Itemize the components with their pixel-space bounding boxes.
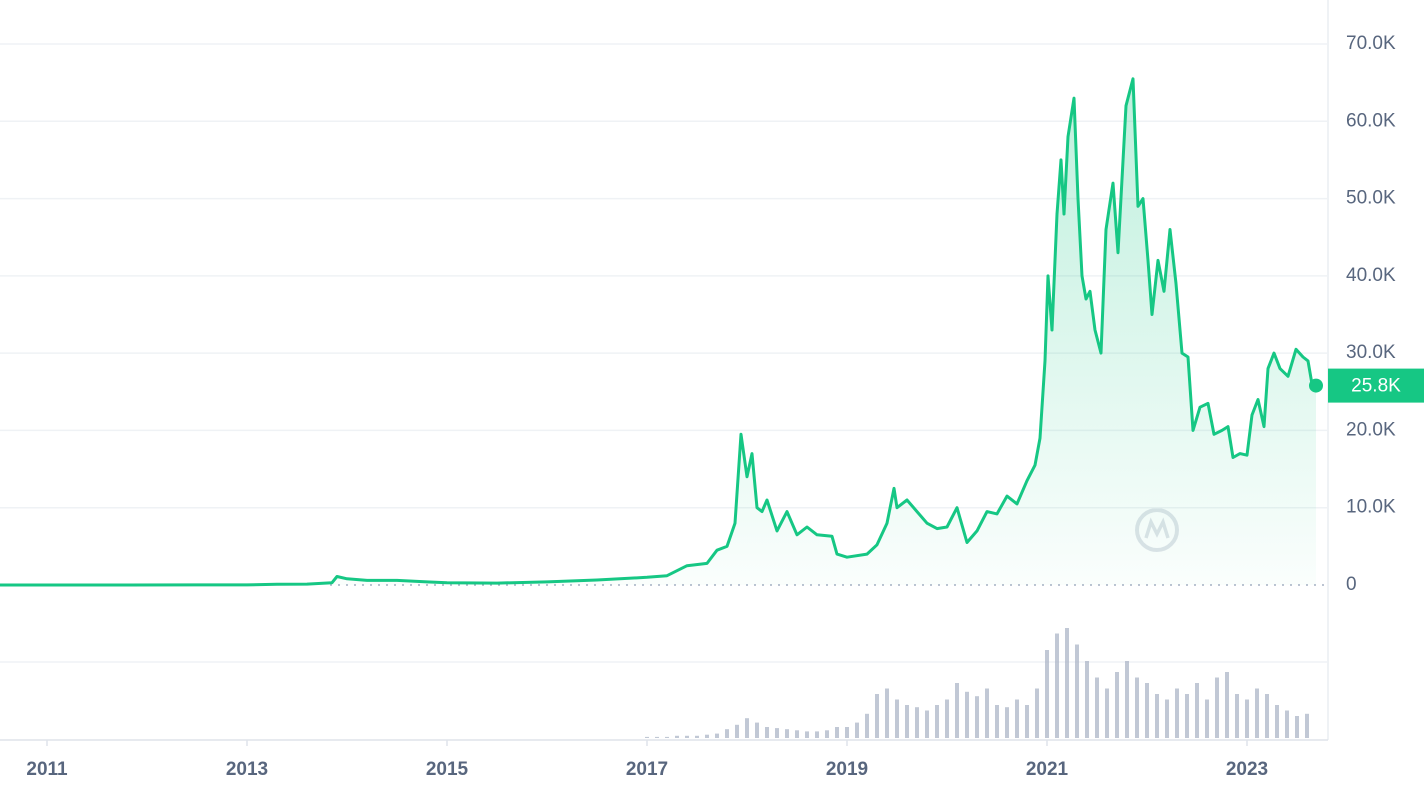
volume-bar xyxy=(1065,628,1069,738)
y-tick-label: 40.0K xyxy=(1346,265,1396,286)
volume-bar xyxy=(745,718,749,738)
volume-bar xyxy=(815,731,819,738)
volume-bar xyxy=(795,730,799,738)
volume-bar xyxy=(1105,688,1109,738)
volume-bar xyxy=(1275,705,1279,738)
volume-bar xyxy=(955,683,959,738)
volume-bar xyxy=(645,736,649,738)
volume-bar xyxy=(735,724,739,738)
volume-bar xyxy=(705,734,709,738)
volume-bar xyxy=(945,699,949,738)
volume-bar xyxy=(715,733,719,738)
volume-bar xyxy=(685,735,689,738)
volume-bar xyxy=(665,736,669,738)
volume-bar xyxy=(1175,688,1179,738)
volume-bar xyxy=(1265,694,1269,738)
volume-bar xyxy=(1025,705,1029,738)
volume-bar xyxy=(1285,710,1289,738)
volume-bar xyxy=(775,728,779,738)
volume-bar xyxy=(915,707,919,738)
volume-bar xyxy=(885,688,889,738)
volume-bar xyxy=(855,722,859,738)
volume-bar xyxy=(1305,713,1309,738)
y-tick-label: 70.0K xyxy=(1346,33,1396,54)
volume-bar xyxy=(1205,699,1209,738)
volume-bar xyxy=(1055,633,1059,738)
volume-bar xyxy=(1165,699,1169,738)
x-tick-label: 2015 xyxy=(426,759,469,780)
last-point xyxy=(1309,378,1323,393)
y-tick-label: 30.0K xyxy=(1346,342,1396,363)
volume-bar xyxy=(895,699,899,738)
volume-bar xyxy=(975,696,979,738)
volume-bar xyxy=(1085,661,1089,738)
volume-bar xyxy=(835,727,839,738)
volume-bar xyxy=(925,710,929,738)
volume-bar xyxy=(805,731,809,738)
volume-bar xyxy=(1125,661,1129,738)
volume-bar xyxy=(1195,683,1199,738)
x-tick-label: 2011 xyxy=(26,759,68,780)
volume-bar xyxy=(1045,650,1049,738)
volume-bar xyxy=(1185,694,1189,738)
volume-bar xyxy=(1155,694,1159,738)
price-badge xyxy=(1328,368,1424,403)
volume-bar xyxy=(655,736,659,738)
volume-bar xyxy=(765,727,769,738)
volume-bar xyxy=(985,688,989,738)
volume-bar xyxy=(785,729,789,738)
volume-bar xyxy=(825,730,829,738)
y-tick-label: 60.0K xyxy=(1346,110,1396,131)
volume-bar xyxy=(995,705,999,738)
volume-bar xyxy=(1095,677,1099,738)
volume-bar xyxy=(845,727,849,738)
price-line xyxy=(0,77,1317,587)
x-tick-label: 2017 xyxy=(626,759,668,780)
volume-bar xyxy=(1215,677,1219,738)
volume-bar xyxy=(905,705,909,738)
volume-bar xyxy=(725,729,729,738)
y-tick-label: 10.0K xyxy=(1346,497,1396,518)
volume-bar xyxy=(1015,699,1019,738)
volume-bar xyxy=(875,694,879,738)
volume-bar xyxy=(1035,688,1039,738)
volume-bar xyxy=(1245,699,1249,738)
price-badge-label: 25.8K xyxy=(1351,376,1401,397)
area xyxy=(0,78,1316,586)
volume-bar xyxy=(1225,672,1229,738)
volume-bar xyxy=(675,735,679,738)
y-tick-label: 0 xyxy=(1346,574,1357,595)
x-tick-label: 2023 xyxy=(1226,759,1268,780)
x-tick-label: 2021 xyxy=(1026,759,1069,780)
volume-bar xyxy=(1235,694,1239,738)
x-tick-label: 2013 xyxy=(226,759,268,780)
y-tick-label: 50.0K xyxy=(1346,188,1396,209)
x-tick-label: 2019 xyxy=(826,759,868,780)
volume-bar xyxy=(1295,716,1299,738)
y-tick-label: 20.0K xyxy=(1346,419,1396,440)
volume-bar xyxy=(755,722,759,738)
volume-bar xyxy=(865,713,869,738)
volume-bar xyxy=(1145,683,1149,738)
volume-bar xyxy=(1135,677,1139,738)
volume-bar xyxy=(1255,688,1259,738)
volume-bar xyxy=(935,705,939,738)
volume-bar xyxy=(965,691,969,738)
volume-bar xyxy=(1075,644,1079,738)
volume-bar xyxy=(1115,672,1119,738)
volume-bar xyxy=(695,735,699,738)
volume-bar xyxy=(1005,707,1009,738)
